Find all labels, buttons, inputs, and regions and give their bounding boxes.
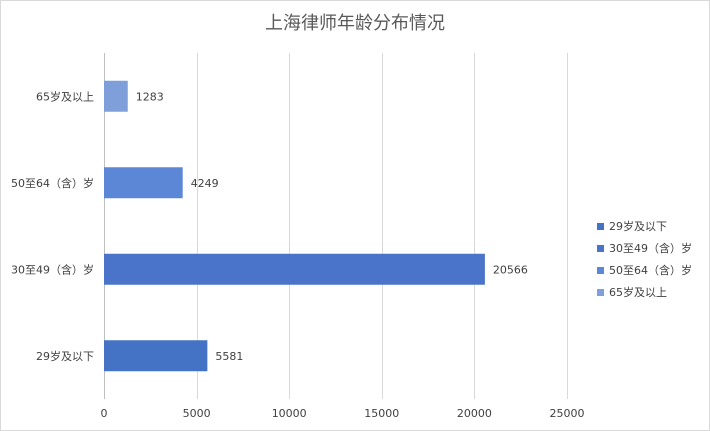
category-label: 29岁及以下 [36, 349, 94, 363]
legend-swatch [597, 267, 604, 274]
legend-entry: 30至49（含）岁 [609, 241, 692, 255]
legend: 29岁及以下 30至49（含）岁 50至64（含）岁 65岁及以上 [597, 219, 692, 299]
bar [104, 253, 485, 285]
legend-entry: 65岁及以上 [609, 285, 667, 299]
category-label: 65岁及以上 [36, 89, 94, 103]
bars [104, 80, 485, 372]
category-label: 50至64（含）岁 [11, 176, 94, 190]
data-label: 4249 [191, 177, 219, 190]
x-tick-label: 25000 [550, 407, 585, 420]
bar [104, 340, 208, 372]
x-tick-label: 20000 [457, 407, 492, 420]
data-label: 5581 [215, 350, 243, 363]
legend-entry: 50至64（含）岁 [609, 263, 692, 277]
data-label: 20566 [493, 263, 528, 276]
chart-title: 上海律师年龄分布情况 [265, 13, 445, 34]
x-tick-label: 5000 [183, 407, 211, 420]
legend-swatch [597, 223, 604, 230]
legend-entry: 29岁及以下 [609, 219, 667, 233]
bar [104, 80, 128, 112]
bar [104, 167, 183, 199]
category-labels: 29岁及以下 30至49（含）岁 50至64（含）岁 65岁及以上 [11, 89, 94, 363]
category-label: 30至49（含）岁 [11, 262, 94, 276]
legend-swatch [597, 289, 604, 296]
data-labels: 5581 20566 4249 1283 [136, 90, 528, 363]
x-tick-label: 10000 [272, 407, 307, 420]
x-tick-label: 15000 [364, 407, 399, 420]
x-tick-label: 0 [101, 407, 108, 420]
legend-swatch [597, 245, 604, 252]
x-tick-labels: 0 5000 10000 15000 20000 25000 [101, 407, 585, 420]
data-label: 1283 [136, 90, 164, 103]
